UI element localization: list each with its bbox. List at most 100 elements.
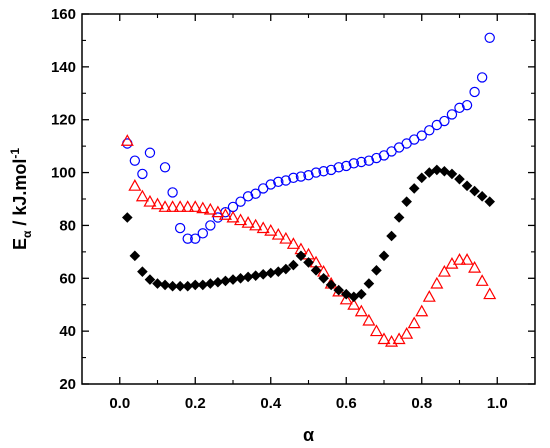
data-markers	[120, 32, 497, 347]
x-tick-label: 1.0	[487, 395, 508, 412]
data-point-circle	[446, 109, 458, 120]
y-tick-label: 120	[51, 112, 76, 129]
y-axis-label-superscript: -1	[8, 148, 22, 159]
data-point-diamond	[288, 259, 299, 271]
data-point-circle	[182, 233, 193, 244]
data-point-diamond	[242, 271, 254, 283]
data-point-triangle	[234, 213, 248, 226]
data-point-circle	[333, 162, 344, 173]
y-tick-label: 20	[59, 376, 76, 393]
data-point-diamond	[318, 272, 329, 284]
data-point-circle	[371, 152, 382, 164]
data-point-triangle	[422, 290, 436, 302]
y-tick-label: 60	[59, 270, 76, 287]
x-tick-label: 0.0	[109, 395, 130, 412]
data-point-circle	[265, 179, 276, 190]
data-point-triangle	[249, 218, 263, 231]
data-point-diamond	[393, 212, 405, 223]
data-point-triangle	[264, 223, 278, 236]
data-point-triangle	[218, 208, 232, 220]
data-point-triangle	[166, 200, 180, 212]
data-point-diamond	[205, 278, 216, 289]
data-point-triangle	[483, 287, 497, 300]
data-point-diamond	[424, 167, 435, 178]
data-point-triangle	[196, 201, 210, 214]
tick-labels: 0.0 0.2 0.4 0.6 0.8 1.0 20 40 60 80 100 120 140 160	[51, 6, 508, 412]
y-tick-label: 100	[51, 165, 76, 182]
data-point-triangle	[188, 200, 202, 212]
data-point-circle	[469, 86, 480, 98]
data-point-triangle	[128, 179, 142, 191]
data-point-circle	[439, 115, 450, 127]
data-point-triangle	[407, 316, 421, 329]
data-point-diamond	[280, 263, 292, 275]
data-point-diamond	[310, 265, 322, 276]
data-point-circle	[205, 220, 216, 231]
data-point-circle	[484, 32, 495, 43]
data-point-circle	[273, 176, 284, 188]
data-point-triangle	[173, 200, 187, 212]
data-point-diamond	[333, 284, 344, 296]
data-point-diamond	[137, 266, 148, 277]
data-point-circle	[174, 222, 186, 234]
data-point-diamond	[303, 257, 314, 268]
data-point-circle	[144, 147, 156, 158]
data-point-diamond	[401, 196, 412, 207]
x-tick-label: 0.8	[411, 395, 432, 412]
data-point-diamond	[325, 279, 337, 291]
data-point-triangle	[460, 253, 474, 265]
data-point-diamond	[484, 196, 495, 207]
data-point-diamond	[431, 164, 443, 176]
data-point-diamond	[348, 291, 360, 303]
x-tick-label: 0.6	[336, 395, 357, 412]
data-point-diamond	[273, 266, 284, 277]
data-point-diamond	[167, 280, 178, 292]
data-point-triangle	[430, 276, 444, 289]
data-point-triangle	[279, 231, 293, 244]
data-point-circle	[159, 162, 171, 173]
data-point-diamond	[174, 280, 186, 292]
data-point-circle	[356, 156, 367, 168]
data-point-diamond	[144, 274, 156, 285]
data-point-diamond	[416, 172, 428, 184]
data-point-triangle	[271, 227, 285, 240]
data-point-diamond	[152, 278, 163, 289]
data-point-diamond	[129, 250, 141, 262]
y-axis-label-main: / kJ.mol	[10, 159, 30, 231]
data-point-diamond	[408, 183, 420, 194]
y-tick-label: 160	[51, 6, 76, 23]
y-tick-label: 80	[59, 217, 76, 234]
data-point-diamond	[235, 272, 246, 284]
x-axis-label: α	[303, 425, 314, 445]
data-point-triangle	[150, 197, 165, 210]
data-point-circle	[288, 172, 299, 184]
data-point-diamond	[257, 269, 269, 280]
data-point-triangle	[339, 292, 353, 305]
data-point-circle	[137, 168, 148, 180]
data-point-diamond	[446, 168, 458, 180]
data-point-diamond	[454, 173, 465, 185]
data-point-diamond	[476, 191, 488, 202]
data-point-triangle	[226, 210, 240, 223]
data-point-circle	[416, 130, 427, 141]
data-point-diamond	[189, 279, 201, 291]
data-point-diamond	[250, 270, 261, 281]
data-point-diamond	[386, 230, 397, 242]
data-point-circle	[454, 102, 465, 114]
data-point-circle	[280, 175, 292, 186]
data-point-circle	[303, 170, 314, 181]
data-point-triangle	[362, 313, 376, 326]
data-point-diamond	[295, 250, 307, 262]
data-point-circle	[476, 72, 488, 83]
data-point-diamond	[182, 280, 193, 292]
data-point-circle	[242, 191, 254, 202]
data-point-circle	[348, 158, 359, 169]
data-point-diamond	[227, 274, 239, 285]
data-point-diamond	[378, 250, 390, 262]
y-axis-label: Eα / kJ.mol-1	[8, 148, 34, 250]
data-point-triangle	[400, 327, 414, 339]
data-point-diamond	[159, 279, 171, 291]
data-point-triangle	[143, 194, 157, 207]
